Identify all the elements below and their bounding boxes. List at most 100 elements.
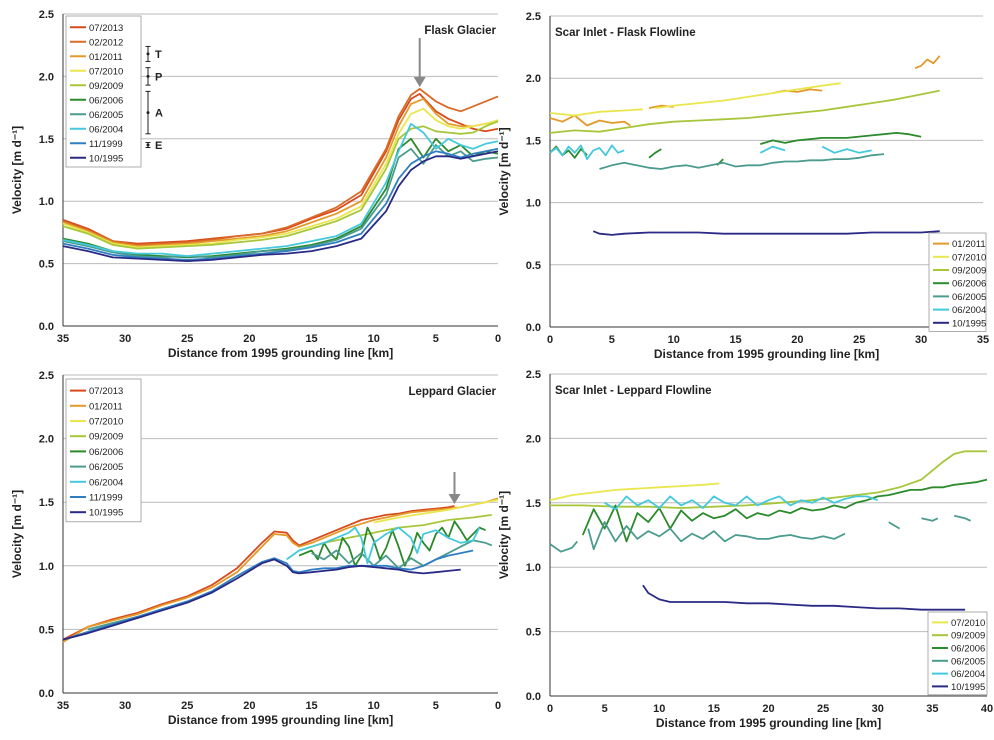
x-tick-label: 15 — [305, 700, 317, 712]
arrow-head — [413, 77, 426, 87]
x-tick-label: 30 — [119, 333, 131, 345]
legend-label-06-2005: 06/2005 — [951, 656, 985, 667]
y-tick-label: 1.0 — [39, 561, 54, 573]
series-line-07-2013 — [62, 505, 455, 641]
x-tick-label: 10 — [368, 333, 380, 345]
series-line-06-2006 — [62, 137, 499, 259]
x-tick-label: 25 — [817, 703, 829, 715]
series-line-11-1999 — [62, 147, 499, 261]
leppard-glacier-chart: 0.0 0.5 1.0 1.5 2.0 2.5 35 30 25 20 15 10 5 0 Distance… — [0, 370, 510, 740]
y-tick-label: 2.0 — [39, 434, 54, 446]
error-bar-label: P — [155, 71, 162, 83]
x-tick-label: 0 — [495, 700, 501, 712]
legend-label-06-2005: 06/2005 — [89, 110, 123, 121]
series-line-10-1995 — [642, 584, 966, 611]
legend-label-06-2006: 06/2006 — [952, 279, 986, 290]
legend-label-07-2013: 07/2013 — [89, 386, 123, 397]
chart-title: Scar Inlet - Flask Flowline — [555, 27, 696, 39]
y-tick-label: 2.5 — [526, 369, 541, 381]
x-tick-label: 30 — [872, 703, 884, 715]
y-tick-label: 1.0 — [39, 196, 54, 208]
legend-label-07-2010: 07/2010 — [952, 252, 986, 263]
error-bar-point — [146, 143, 150, 147]
y-tick-label: 2.0 — [39, 71, 54, 83]
scar-inlet-leppard-flowline-svg: 0.0 0.5 1.0 1.5 2.0 2.5 0 5 10 15 20 25 30 35 40 Distan… — [497, 369, 993, 730]
x-tick-label: 25 — [181, 333, 193, 345]
legend-label-02-2012: 02/2012 — [89, 37, 123, 48]
legend-label-10-1995: 10/1995 — [951, 682, 985, 693]
x-tick-label: 25 — [181, 700, 193, 712]
x-tick-label: 20 — [762, 703, 774, 715]
series-line-06-2004 — [604, 495, 879, 511]
x-axis-label: Distance from 1995 grounding line [km] — [168, 713, 393, 727]
leppard-glacier-svg: 0.0 0.5 1.0 1.5 2.0 2.5 35 30 25 20 15 10 5 0 Distance… — [10, 370, 501, 727]
y-axis-label: Velocity [m d⁻¹] — [497, 127, 511, 215]
x-tick-label: 10 — [368, 700, 380, 712]
y-tick-label: 2.5 — [526, 11, 541, 23]
x-tick-label: 35 — [57, 700, 69, 712]
legend-label-06-2006: 06/2006 — [951, 644, 985, 655]
series-line-06-2004 — [549, 144, 872, 160]
y-tick-label: 0.5 — [526, 260, 541, 272]
x-tick-label: 30 — [915, 334, 927, 346]
legend-label-09-2009: 09/2009 — [952, 266, 986, 277]
series-line-07-2010 — [62, 107, 499, 249]
series-line-09-2009 — [550, 450, 987, 509]
x-tick-label: 10 — [668, 334, 680, 346]
series-line-09-2009 — [62, 120, 499, 250]
legend-label-06-2004: 06/2004 — [89, 124, 123, 135]
x-tick-label: 0 — [495, 333, 501, 345]
legend-label-06-2004: 06/2004 — [89, 477, 123, 488]
series-line-01-2011 — [62, 98, 499, 247]
flask-glacier-chart: 0.0 0.5 1.0 1.5 2.0 2.5 35 30 25 20 15 10 5 0 Distance… — [0, 0, 510, 370]
series-line-06-2004 — [286, 526, 481, 565]
series-line-06-2005 — [549, 514, 971, 553]
legend-label-09-2009: 09/2009 — [89, 432, 123, 443]
x-tick-label: 15 — [305, 333, 317, 345]
series-line-06-2004 — [62, 122, 499, 257]
y-tick-label: 2.5 — [39, 370, 54, 382]
series-line-10-1995 — [592, 230, 940, 236]
x-tick-label: 15 — [708, 703, 720, 715]
legend-label-01-2011: 01/2011 — [89, 401, 123, 412]
legend-label-07-2013: 07/2013 — [89, 23, 123, 34]
series-line-10-1995 — [62, 150, 499, 262]
y-tick-label: 2.0 — [526, 433, 541, 445]
series-line-06-2006 — [298, 520, 486, 567]
y-tick-label: 2.5 — [39, 9, 54, 21]
y-tick-label: 1.0 — [526, 198, 541, 210]
legend-label-07-2010: 07/2010 — [89, 417, 123, 428]
x-tick-label: 20 — [243, 333, 255, 345]
legend-label-10-1995: 10/1995 — [89, 508, 123, 519]
legend-label-06-2004: 06/2004 — [952, 305, 986, 316]
x-axis-label: Distance from 1995 grounding line [km] — [168, 346, 393, 360]
series-line-09-2009 — [549, 89, 940, 134]
chart-title: Scar Inlet - Leppard Flowline — [555, 385, 712, 397]
series-line-07-2010 — [549, 82, 841, 117]
series-line-07-2010 — [549, 482, 720, 502]
error-bar-point — [146, 111, 150, 115]
x-tick-label: 40 — [981, 703, 993, 715]
x-axis-label: Distance from 1995 grounding line [km] — [656, 716, 881, 730]
y-axis-label: Velocity [m d⁻¹] — [497, 491, 511, 579]
legend-label-10-1995: 10/1995 — [89, 153, 123, 164]
error-bar-point — [146, 52, 150, 56]
x-tick-label: 5 — [602, 703, 608, 715]
x-tick-label: 20 — [243, 700, 255, 712]
x-tick-label: 35 — [57, 333, 69, 345]
y-tick-label: 1.5 — [39, 497, 54, 509]
y-tick-label: 1.5 — [526, 498, 541, 510]
scar-inlet-flask-flowline-chart: 0.0 0.5 1.0 1.5 2.0 2.5 0 5 10 15 20 25 30 35 Distance… — [497, 0, 994, 370]
x-tick-label: 5 — [609, 334, 615, 346]
error-bar-label: A — [155, 108, 163, 120]
x-tick-label: 5 — [433, 700, 439, 712]
legend-label-06-2004: 06/2004 — [951, 669, 985, 680]
series-line-01-2011 — [549, 55, 941, 127]
y-axis-label: Velocity [m d⁻¹] — [10, 490, 24, 578]
arrow-head — [448, 494, 461, 504]
x-tick-label: 35 — [977, 334, 989, 346]
x-tick-label: 20 — [791, 334, 803, 346]
legend-label-07-2010: 07/2010 — [89, 66, 123, 77]
series-line-07-2010 — [373, 498, 499, 524]
legend-label-06-2006: 06/2006 — [89, 447, 123, 458]
